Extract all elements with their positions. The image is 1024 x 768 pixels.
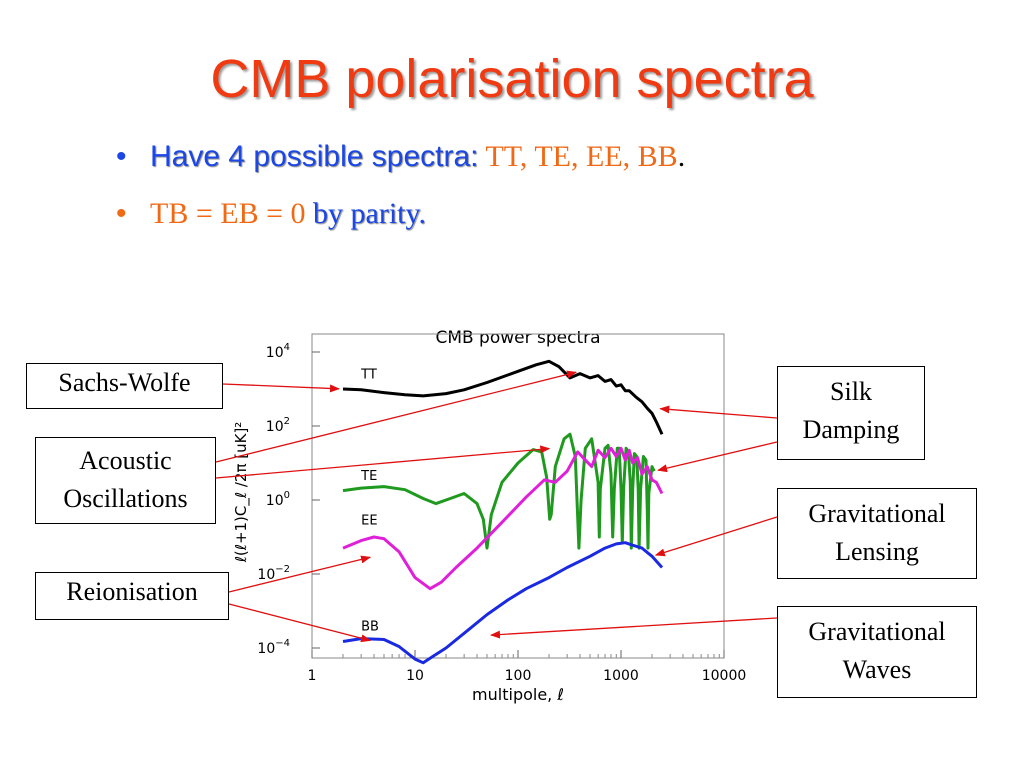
slide-title: CMB polarisation spectra bbox=[210, 49, 814, 109]
callout-waves-line2: Waves bbox=[842, 655, 912, 684]
series-label-tt: TT bbox=[360, 368, 377, 383]
x-tick-label: 1000 bbox=[603, 668, 639, 684]
series-label-te: TE bbox=[360, 469, 377, 484]
callout-gravitational-lensing: Gravitational Lensing bbox=[777, 488, 977, 579]
y-tick-label: 102 bbox=[266, 416, 290, 435]
bullet-parity: • TB = EB = 0 by parity. bbox=[116, 197, 426, 231]
arrow-sachs-wolfe bbox=[222, 383, 340, 393]
chart-title: CMB power spectra bbox=[435, 328, 600, 348]
arrow-acoustic-oscillations bbox=[215, 370, 578, 463]
annotation-arrows bbox=[215, 370, 778, 643]
arrow-reionisation bbox=[228, 603, 372, 643]
arrow-gravitational-lensing bbox=[654, 516, 778, 557]
arrow-silk-damping bbox=[657, 441, 778, 473]
callout-reionisation-label: Reionisation bbox=[66, 577, 198, 606]
axis-ticks: 1 10 100 1000 10000 104 102 100 10−2 10−4 bbox=[257, 342, 746, 684]
series-ee-line bbox=[342, 446, 664, 591]
arrow-reionisation bbox=[228, 555, 372, 593]
bullet-spectra-list: TT, TE, EE, BB bbox=[478, 140, 678, 173]
callout-acoustic-line2: Oscillations bbox=[63, 484, 188, 513]
callout-acoustic-oscillations: Acoustic Oscillations bbox=[35, 437, 216, 524]
arrow-silk-damping bbox=[659, 405, 778, 419]
x-tick-label: 10 bbox=[406, 668, 424, 684]
callout-silk-line1: Silk bbox=[830, 377, 872, 406]
bullet-parity-rest: by parity. bbox=[313, 197, 427, 230]
bullet-spectra: • Have 4 possible spectra: TT, TE, EE, BB… bbox=[116, 140, 685, 174]
series-tt-line bbox=[342, 359, 664, 435]
y-axis-label: ℓ(ℓ+1)C_ℓ /2π [uK]² bbox=[232, 422, 251, 564]
bullet-dot: • bbox=[116, 140, 127, 173]
callout-silk-damping: Silk Damping bbox=[777, 366, 925, 460]
callout-gravitational-waves: Gravitational Waves bbox=[777, 606, 977, 698]
callout-lensing-line1: Gravitational bbox=[808, 499, 946, 528]
bullet-spectra-end: . bbox=[677, 140, 686, 173]
y-tick-label: 10−4 bbox=[257, 638, 290, 657]
callout-sachs-wolfe-label: Sachs-Wolfe bbox=[58, 368, 191, 397]
y-tick-label: 104 bbox=[266, 342, 290, 361]
callout-sachs-wolfe: Sachs-Wolfe bbox=[26, 363, 223, 409]
callout-waves-line1: Gravitational bbox=[808, 617, 946, 646]
series-label-ee: EE bbox=[361, 513, 377, 528]
bullet-parity-lead: TB = EB = 0 bbox=[150, 197, 314, 230]
callout-reionisation: Reionisation bbox=[35, 572, 229, 620]
bullet-spectra-lead: Have 4 possible spectra: bbox=[150, 140, 479, 173]
x-axis-label: multipole, ℓ bbox=[472, 685, 564, 704]
x-tick-label: 10000 bbox=[702, 668, 747, 684]
series-label-bb: BB bbox=[361, 619, 379, 634]
y-tick-label: 100 bbox=[266, 490, 290, 509]
arrow-acoustic-oscillations bbox=[215, 445, 551, 479]
callout-silk-line2: Damping bbox=[802, 415, 900, 444]
callout-lensing-line2: Lensing bbox=[835, 537, 919, 566]
bullet-dot: • bbox=[116, 197, 127, 230]
series-labels: TT TE EE BB bbox=[360, 368, 379, 635]
series-bb-line bbox=[342, 541, 664, 665]
y-tick-label: 10−2 bbox=[257, 564, 290, 583]
arrow-gravitational-waves bbox=[490, 617, 778, 639]
series-lines bbox=[342, 359, 664, 665]
callout-acoustic-line1: Acoustic bbox=[79, 446, 172, 475]
series-te-line bbox=[342, 432, 656, 550]
x-tick-label: 100 bbox=[505, 668, 532, 684]
x-tick-label: 1 bbox=[308, 668, 317, 684]
